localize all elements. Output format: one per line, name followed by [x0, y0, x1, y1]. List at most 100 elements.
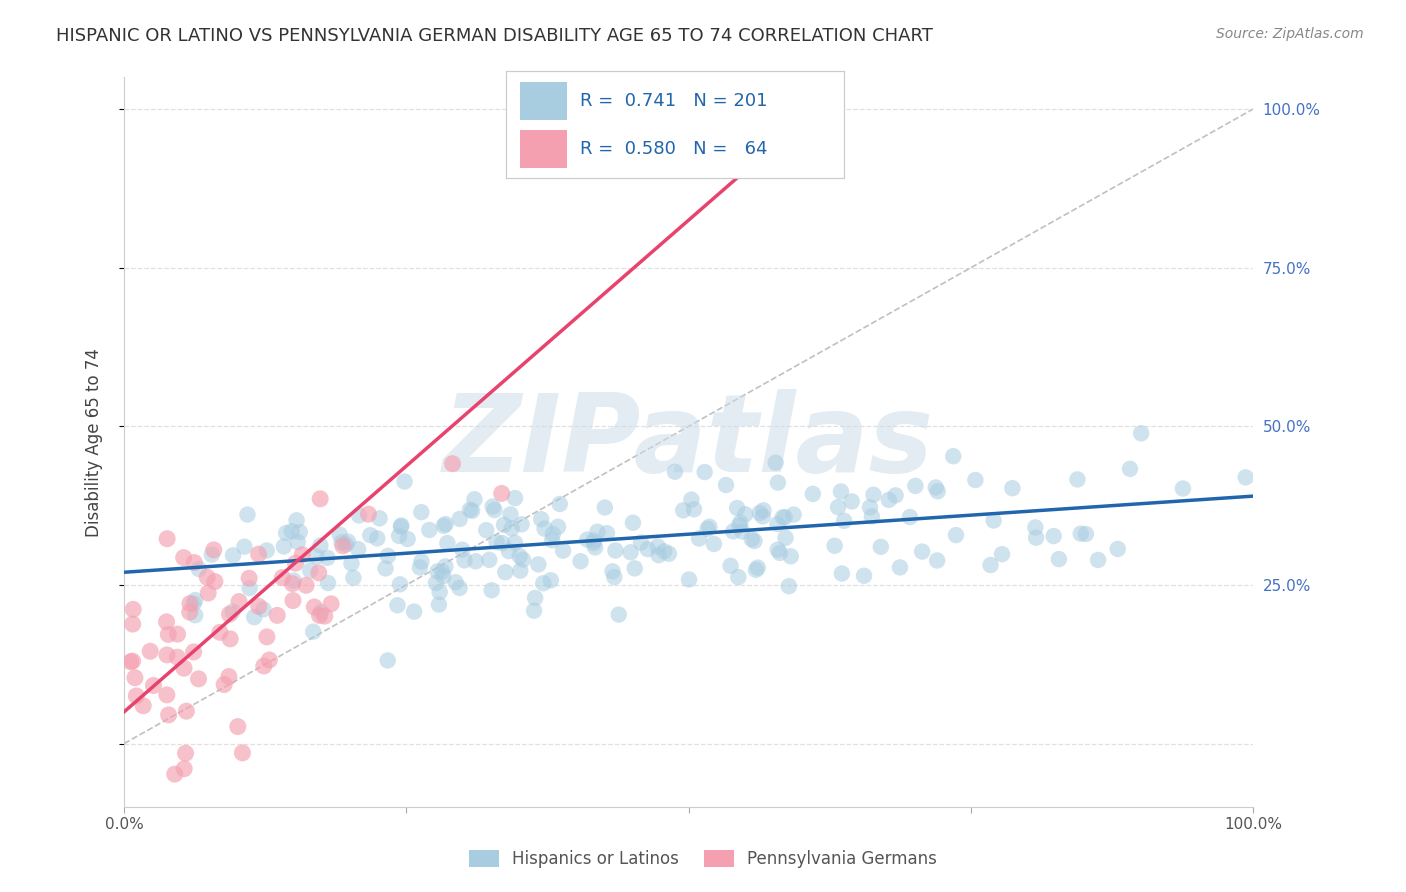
Point [607, 607, 630, 622]
Point [827, 500, 849, 515]
Point [461, 504, 484, 518]
Point [775, 531, 797, 545]
Y-axis label: Disability Age 65 to 74: Disability Age 65 to 74 [86, 348, 103, 537]
Point [374, 561, 396, 575]
Point [499, 508, 522, 522]
Point [287, 535, 309, 549]
Point [801, 487, 824, 501]
Text: ZIPatlas: ZIPatlas [443, 389, 934, 495]
Point [548, 497, 571, 511]
Point [236, 508, 259, 522]
Point [859, 500, 882, 515]
Point [247, 547, 270, 561]
Point [295, 578, 318, 592]
Point [830, 484, 852, 499]
Point [533, 522, 555, 536]
Point [523, 604, 546, 618]
Point [769, 546, 792, 560]
Point [259, 653, 281, 667]
Point [139, 644, 162, 658]
Point [308, 566, 330, 580]
Point [432, 569, 454, 583]
Point [271, 570, 294, 584]
Point [340, 557, 363, 571]
Point [121, 617, 143, 632]
Point [387, 599, 409, 613]
Point [243, 610, 266, 624]
Point [155, 615, 177, 629]
Point [425, 576, 447, 591]
Point [434, 559, 457, 574]
Point [173, 661, 195, 675]
Point [451, 542, 474, 557]
Point [169, 880, 191, 892]
Point [411, 505, 433, 519]
Point [877, 492, 900, 507]
Text: R =  0.741   N = 201: R = 0.741 N = 201 [581, 93, 768, 111]
Point [927, 553, 949, 567]
Point [239, 581, 262, 595]
Point [304, 599, 326, 614]
Point [183, 645, 205, 659]
Point [388, 577, 411, 591]
Point [463, 492, 485, 507]
Point [925, 480, 948, 494]
Point [779, 549, 801, 564]
Point [222, 549, 245, 563]
Point [501, 521, 523, 535]
Point [569, 554, 592, 568]
Point [503, 535, 526, 549]
Point [335, 537, 357, 551]
Point [630, 535, 652, 549]
Point [509, 564, 531, 578]
Point [302, 624, 325, 639]
Point [125, 689, 148, 703]
Point [551, 543, 574, 558]
Point [316, 550, 339, 565]
Point [330, 535, 353, 549]
Point [1119, 462, 1142, 476]
Point [583, 541, 606, 555]
Point [238, 571, 260, 585]
Point [247, 599, 270, 614]
Point [142, 678, 165, 692]
Point [389, 518, 412, 533]
Point [285, 513, 308, 527]
Point [744, 534, 766, 549]
Point [531, 576, 554, 591]
Point [672, 503, 695, 517]
Point [163, 767, 186, 781]
Point [1171, 482, 1194, 496]
Point [547, 520, 569, 534]
FancyBboxPatch shape [520, 130, 567, 168]
Point [766, 542, 789, 557]
Point [853, 568, 876, 582]
Point [725, 500, 748, 515]
Point [1024, 520, 1046, 534]
Point [219, 632, 242, 646]
Point [1025, 531, 1047, 545]
Point [429, 585, 451, 599]
Point [321, 597, 343, 611]
Point [475, 523, 498, 537]
Point [377, 653, 399, 667]
Point [122, 602, 145, 616]
Point [510, 517, 533, 532]
Point [541, 527, 564, 541]
Point [308, 608, 330, 623]
Point [862, 488, 884, 502]
Point [484, 503, 506, 517]
Point [347, 542, 370, 557]
Point [226, 720, 249, 734]
Point [281, 576, 304, 591]
Point [218, 669, 240, 683]
Point [492, 517, 515, 532]
Point [1130, 426, 1153, 441]
Point [124, 671, 146, 685]
Point [197, 586, 219, 600]
Point [222, 604, 245, 618]
Point [427, 598, 450, 612]
Point [752, 503, 775, 517]
Point [173, 762, 195, 776]
Point [582, 536, 605, 550]
